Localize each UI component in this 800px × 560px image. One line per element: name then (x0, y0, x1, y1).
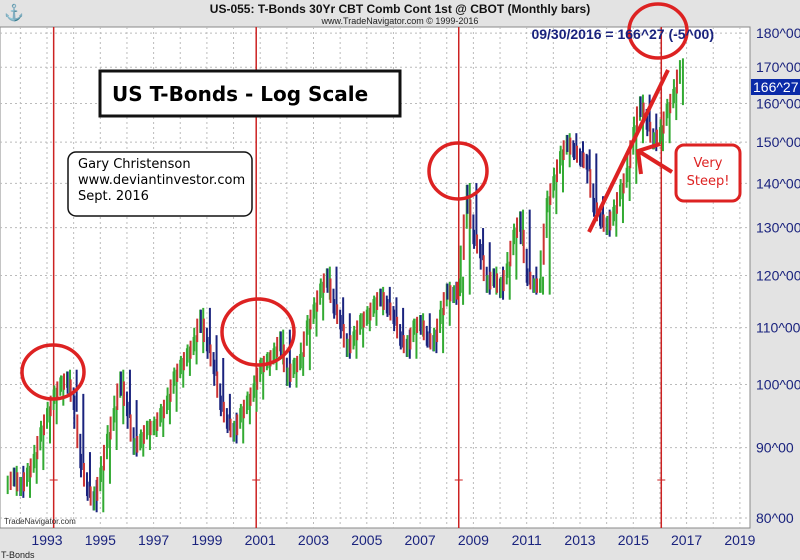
x-tick-label: 2013 (564, 532, 595, 548)
x-tick-label: 2009 (458, 532, 489, 548)
x-tick-label: 2017 (671, 532, 702, 548)
y-tick-label: 130^00 (756, 220, 800, 236)
symbol-label: T-Bonds (1, 550, 35, 560)
chart-main-title: US T-Bonds - Log Scale (112, 82, 368, 106)
last-value-label: 09/30/2016 = 166^27 (-5^00) (531, 26, 714, 42)
y-tick-label: 150^00 (756, 134, 800, 150)
y-tick-label: 160^00 (756, 95, 800, 111)
trend-line (587, 69, 670, 233)
watermark: TradeNavigator.com (4, 517, 76, 526)
callout-box (674, 143, 742, 203)
chart-subtitle: www.TradeNavigator.com © 1999-2016 (321, 16, 479, 26)
y-tick-label: 110^00 (756, 320, 800, 336)
highlight-circles (20, 2, 689, 401)
chart-title: US-055: T-Bonds 30Yr CBT Comb Cont 1st @… (209, 2, 591, 16)
x-tick-label: 2007 (405, 532, 436, 548)
x-tick-label: 2003 (298, 532, 329, 548)
x-tick-label: 2001 (245, 532, 276, 548)
y-tick-label: 180^00 (756, 25, 800, 41)
x-tick-label: 1997 (138, 532, 169, 548)
callout-line-2: Steep! (687, 174, 730, 189)
author-name: Gary Christenson (78, 157, 191, 172)
title-box (98, 69, 402, 118)
y-tick-label: 90^00 (756, 440, 794, 456)
circle-2016 (627, 2, 689, 60)
chart-header: ⚓ US-055: T-Bonds 30Yr CBT Comb Cont 1st… (0, 0, 800, 27)
circle-2001 (220, 297, 296, 367)
y-axis: 80^00 90^00 100^00 110^00 120^00 130^00 140^00… (756, 25, 800, 526)
arrow-icon (635, 142, 674, 175)
x-tick-label: 1995 (85, 532, 116, 548)
y-tick-label: 80^00 (756, 510, 794, 526)
y-tick-label: 170^00 (756, 59, 800, 75)
y-tick-label: 100^00 (756, 377, 800, 393)
circle-2008 (427, 141, 489, 201)
current-price-tag (751, 79, 800, 95)
y-tick-label: 120^00 (756, 268, 800, 284)
trade-navigator-logo-icon: ⚓ (4, 5, 24, 22)
circle-1993 (20, 343, 86, 401)
author-date: Sept. 2016 (78, 189, 149, 204)
x-tick-label: 2005 (351, 532, 382, 548)
x-tick-label: 1999 (191, 532, 222, 548)
y-tick-label: 140^00 (756, 175, 800, 191)
current-price-tag-text: 166^27 (753, 79, 799, 95)
author-website: www.deviantinvestor.com (78, 173, 245, 188)
x-tick-label: 2011 (512, 532, 542, 548)
x-tick-label: 2015 (618, 532, 649, 548)
price-bars (6, 58, 684, 513)
x-tick-label: 1993 (31, 532, 62, 548)
x-axis: 1993 1995 1997 1999 2001 2003 2005 2007 2009 2011… (31, 532, 755, 548)
author-box (67, 151, 253, 217)
x-tick-label: 2019 (724, 532, 755, 548)
callout-line-1: Very (694, 156, 723, 171)
